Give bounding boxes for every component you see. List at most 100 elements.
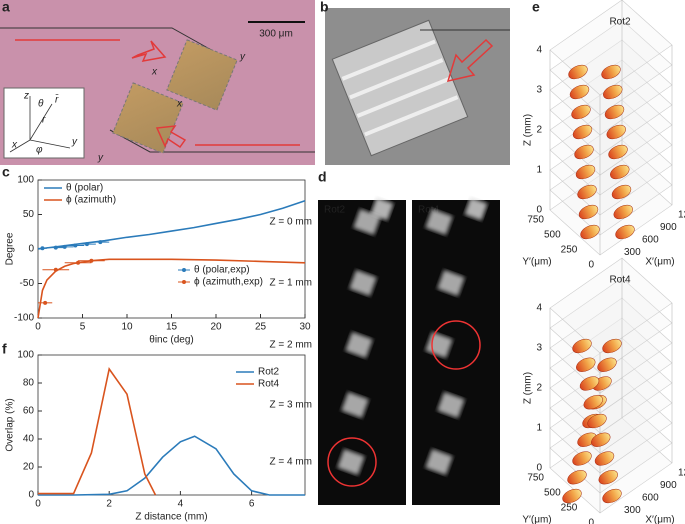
y-tick-label: 20 [23,462,35,473]
stripe [341,39,436,81]
panel-label: e [532,0,540,15]
y-tick-label: 250 [561,503,578,514]
data-point [53,267,58,272]
scale-bar-label: 300 μm [259,29,293,40]
beam-spot [437,269,465,297]
series-line [37,199,306,250]
inset-label: y [71,137,78,148]
z-tick-label: 0 [536,205,542,216]
inset-label: r [42,115,46,126]
legend-label: Rot2 [258,367,280,378]
intensity-slice [572,338,592,354]
inset-axis [29,103,53,141]
intensity-slice [615,224,635,240]
column-title: Rot4 [418,205,440,216]
intensity-slice [587,413,607,429]
intensity-slice [571,104,591,120]
z-tick-label: 0 [536,463,542,474]
intensity-slice [608,144,628,160]
axis-label: x [151,67,158,78]
intensity-slice [576,357,596,372]
intensity-slice [597,357,617,372]
highlight [327,437,377,487]
z-tick-label: 2 [536,125,542,136]
x-tick-label: 0 [35,322,41,333]
data-point [40,246,45,251]
legend-label: ϕ (azimuth,exp) [194,277,263,288]
x-tick-label: 6 [249,499,255,510]
y-tick-label: 60 [23,406,35,417]
x-tick-label: 900 [660,222,677,233]
x-tick-label: 2 [106,499,112,510]
column-title: Rot2 [324,205,346,216]
panel-label: c [2,164,10,180]
legend-label: Rot4 [258,379,280,390]
x-tick-label: 4 [178,499,184,510]
row-label: Z = 0 mm [269,217,312,228]
y-axis-label: Overlap (%) [5,398,16,451]
intensity-slice [572,451,592,466]
intensity-slice [598,470,618,485]
stripe [364,95,459,137]
x-tick-label: 600 [642,493,659,504]
intensity-slice [575,164,596,180]
data-point [62,244,67,249]
x-tick-label: 600 [642,235,659,246]
x-axis-label: θinc (deg) [149,335,193,346]
intensity-slice [602,488,622,504]
y-tick-label: 0 [28,490,34,501]
data-point [53,245,58,250]
x-tick-label: 5 [80,322,86,333]
y-tick-label: 40 [23,434,35,445]
legend-marker [182,280,186,284]
stripe [349,58,444,100]
x-tick-label: 25 [255,322,267,333]
series-line [38,435,305,496]
intensity-slice [574,144,594,160]
x-axis-label: Z distance (mm) [135,512,207,523]
intensity-slice [572,124,593,140]
intensity-slice [611,184,632,200]
y-axis-label: Degree [5,232,16,265]
beam-spot [425,208,453,236]
beam-spot [345,331,373,359]
legend-label: θ (polar) [66,183,103,194]
y-tick-label: 750 [527,215,544,226]
panel-label: d [318,169,327,185]
waveguide-edge [0,27,216,53]
data-point [76,260,81,265]
y-tick-label: 80 [23,378,35,389]
intensity-slice [580,224,600,240]
element [166,39,238,111]
x-tick-label: 10 [121,322,133,333]
arrow-outline [155,125,187,149]
intensity-slice [569,84,590,100]
axis-label: y [97,153,104,164]
series-line [37,258,306,319]
x-tick-label: 20 [210,322,222,333]
data-point [73,243,78,248]
intensity-slice [601,64,621,80]
inset-label: φ [36,145,43,156]
stripe [356,76,451,118]
beam-spot [464,197,488,221]
z-axis-label: Z (mm) [523,114,534,146]
arrow-outline [446,38,494,83]
beam-spot [425,331,453,359]
beam-spot [370,197,394,221]
beam-spot [425,448,453,476]
highlight [431,320,481,370]
camera-frame [412,200,500,505]
intensity-slice [583,395,603,410]
y-axis-label: Y′(μm) [522,257,551,268]
x-tick-label: 300 [624,247,641,258]
data-point [43,300,48,305]
row-label: Z = 1 mm [269,278,312,289]
plot-title: Rot4 [609,275,631,286]
inset-label: r̄ [55,93,59,106]
y-tick-label: 750 [527,473,544,484]
inset [3,87,85,159]
beam-spot [349,269,377,297]
x-tick-label: 1200 [678,468,685,479]
inset-axis [29,139,71,149]
